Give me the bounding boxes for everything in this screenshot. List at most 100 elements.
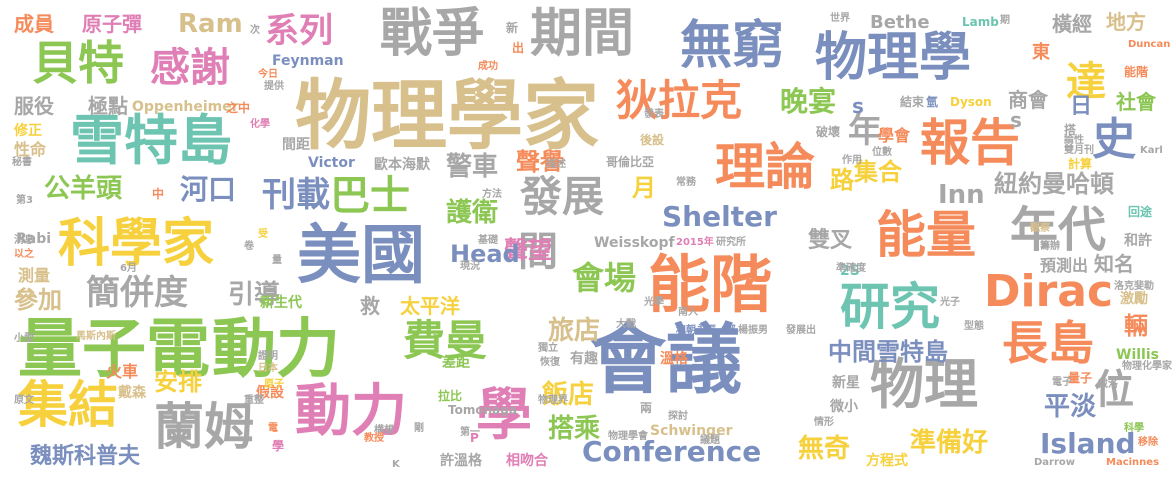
word: 公羊頭	[44, 174, 123, 204]
word: 剛	[414, 423, 424, 434]
word: 光子	[940, 297, 960, 308]
word: Schwinger	[650, 423, 733, 439]
word: 科學家	[58, 214, 215, 274]
word: 作用	[842, 155, 862, 166]
word: Bethe	[870, 12, 930, 33]
word: s	[852, 94, 864, 118]
word: 商會	[1008, 88, 1048, 112]
word: 科學	[1124, 423, 1144, 434]
word: 安排	[154, 368, 202, 396]
word: 預測出	[1040, 256, 1089, 275]
word: 籌辦	[1040, 241, 1060, 252]
word: 構想	[374, 425, 394, 436]
word: 動力	[212, 313, 340, 387]
word: 消息	[14, 235, 34, 246]
word: 原子彈	[82, 12, 142, 36]
word: 現況	[460, 261, 480, 272]
word: 議題	[700, 435, 720, 446]
word: K	[392, 459, 400, 470]
word: 基礎	[478, 235, 498, 246]
word: 小型	[14, 333, 34, 344]
word: Tomonaga	[448, 403, 517, 417]
word: 量子電	[18, 313, 210, 387]
word: 旅店	[548, 316, 601, 346]
word: 平淡	[1044, 392, 1097, 422]
word: 魏斯科普夫	[30, 444, 141, 469]
word: 常務	[676, 177, 696, 188]
word: 歐本海默	[374, 157, 430, 173]
word: 物理學	[815, 28, 972, 88]
word: 飯店	[542, 380, 595, 410]
word: 電	[268, 423, 278, 434]
word: 以之	[14, 249, 34, 260]
word: Dyson	[950, 95, 992, 109]
word: 相吻合	[506, 453, 548, 469]
word: 化學	[250, 119, 270, 130]
word: 之中	[226, 101, 251, 115]
word: 搭	[1064, 123, 1077, 137]
word: 洛克斐勒	[1114, 281, 1154, 292]
word: 物理界	[538, 395, 568, 406]
word: 聲譽	[516, 148, 564, 176]
word: 結束	[900, 95, 925, 109]
word: 輛	[1124, 312, 1148, 340]
word: 中	[152, 187, 165, 201]
word: 引導	[228, 280, 281, 310]
word: 受	[258, 229, 268, 240]
word: 溫格	[660, 351, 688, 367]
word: 路	[830, 166, 854, 194]
word: Willis	[1116, 347, 1159, 363]
word: 年	[848, 111, 882, 151]
word: 準備好	[910, 428, 989, 458]
word: 搭乘	[548, 414, 601, 444]
word: 救	[360, 294, 380, 318]
word: 差距	[442, 355, 470, 371]
word: 哥倫比亞	[606, 155, 655, 169]
word: 觀察	[1030, 223, 1050, 234]
word: 新星	[832, 375, 860, 391]
word: 發展出	[786, 325, 816, 336]
word: 論性	[1064, 135, 1084, 146]
word: 研究	[840, 278, 940, 336]
word: 新	[506, 21, 519, 35]
word: 能量	[876, 206, 976, 264]
word: 成功	[478, 61, 498, 72]
word: 微小	[830, 399, 858, 415]
word: 世界	[830, 13, 850, 24]
word: 服役	[14, 94, 54, 118]
word: 物理	[870, 353, 978, 416]
word: 計算	[1068, 157, 1093, 171]
word: 物理學會	[608, 431, 648, 442]
word: 集結	[18, 376, 118, 434]
word: Head	[450, 240, 520, 268]
word: 中間雪特島	[828, 338, 948, 366]
word: Lamb	[962, 15, 999, 29]
word: 地方	[1106, 10, 1146, 34]
word: 恢復	[540, 357, 560, 368]
word: 成員	[14, 12, 54, 36]
word: 量	[272, 255, 282, 266]
word: 會場	[572, 259, 637, 297]
word: 有趣	[570, 351, 598, 367]
word: 聲望	[504, 236, 552, 264]
word: 日	[1070, 94, 1093, 119]
word: 達	[1066, 59, 1106, 105]
word: 感謝	[150, 45, 230, 91]
word: 理論	[715, 138, 815, 196]
word: 學	[272, 439, 285, 453]
word: 型態	[964, 321, 984, 332]
word: 提供	[264, 81, 284, 92]
word: 戴森	[118, 385, 146, 401]
word: Karl	[1140, 145, 1163, 156]
word: Ram	[178, 9, 243, 39]
word: 探討	[668, 411, 688, 422]
word: 能階	[648, 248, 773, 321]
word: 南入	[678, 307, 698, 318]
word: 情形	[814, 417, 834, 428]
word: 位數	[872, 147, 892, 158]
word: 日本	[258, 363, 278, 374]
word: 回途	[1128, 205, 1153, 219]
word: 學	[476, 383, 532, 448]
word: 太平洋	[400, 294, 460, 318]
word: 破壞	[816, 125, 841, 139]
